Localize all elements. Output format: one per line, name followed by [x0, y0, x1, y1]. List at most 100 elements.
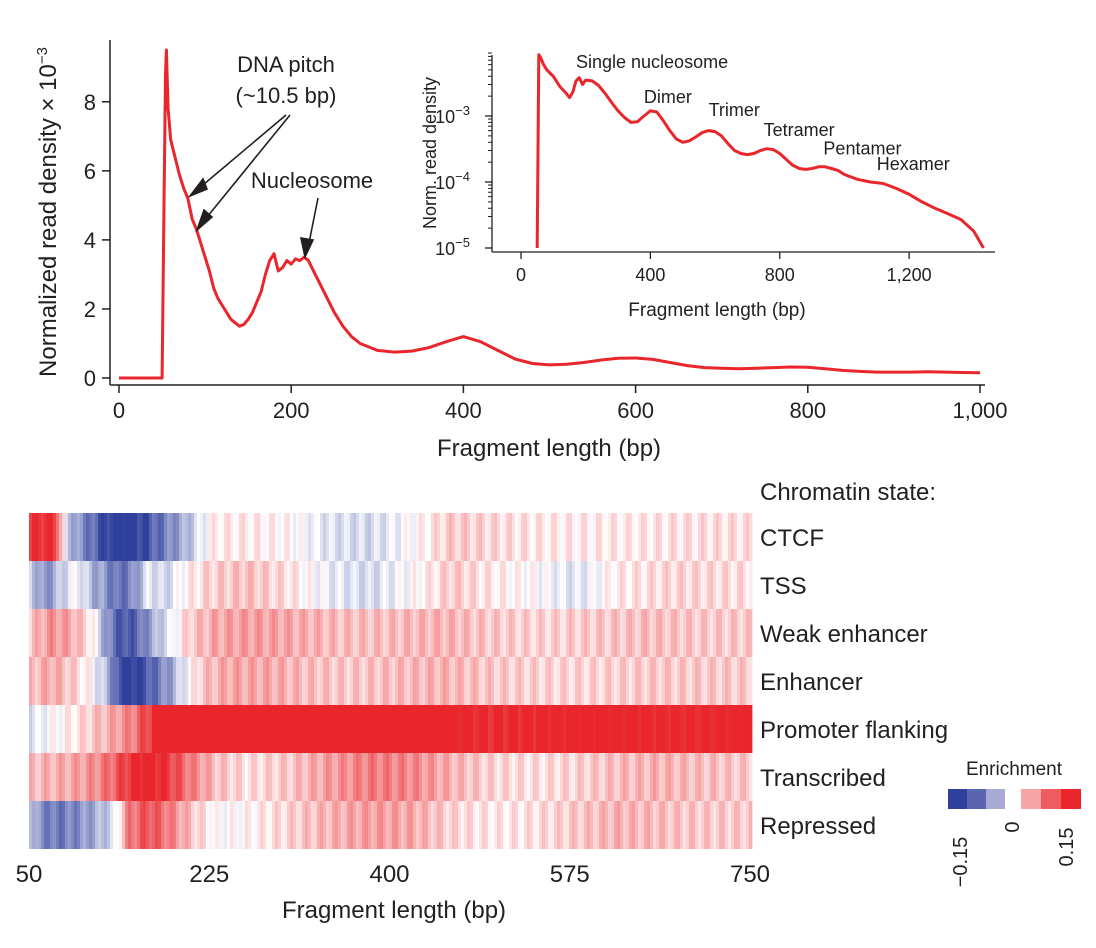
- heatmap-cell: [146, 561, 150, 609]
- heatmap-cell: [227, 801, 231, 849]
- heatmap-cell: [80, 801, 84, 849]
- heatmap-cell: [470, 609, 474, 657]
- heatmap-cell: [308, 561, 312, 609]
- heatmap-cell: [317, 609, 321, 657]
- heatmap-cell: [479, 513, 483, 561]
- heatmap-cell: [116, 561, 120, 609]
- heatmap-cell: [581, 609, 585, 657]
- heatmap-row-label: TSS: [760, 573, 807, 600]
- heatmap-cell: [542, 513, 546, 561]
- heatmap-cell: [242, 801, 246, 849]
- heatmap-cell: [110, 609, 114, 657]
- heatmap-cell: [122, 801, 126, 849]
- heatmap-cell: [278, 801, 282, 849]
- heatmap-cell: [332, 705, 336, 753]
- heatmap-cell: [719, 801, 723, 849]
- heatmap-cell: [302, 657, 306, 705]
- heatmap-cell: [509, 657, 513, 705]
- heatmap-cell: [170, 609, 174, 657]
- heatmap-cell: [566, 657, 570, 705]
- heatmap-cell: [110, 801, 114, 849]
- heatmap-cell: [713, 801, 717, 849]
- heatmap-cell: [494, 609, 498, 657]
- heatmap-cell: [353, 513, 357, 561]
- heatmap-cell: [494, 801, 498, 849]
- heatmap-cell: [746, 801, 750, 849]
- heatmap-cell: [341, 513, 345, 561]
- heatmap-cell: [95, 753, 99, 801]
- heatmap-cell: [305, 705, 309, 753]
- heatmap-cell: [674, 609, 678, 657]
- heatmap-cell: [377, 705, 381, 753]
- heatmap-cell: [146, 705, 150, 753]
- heatmap-cell: [44, 561, 48, 609]
- heatmap-cell: [746, 609, 750, 657]
- heatmap-cell: [290, 609, 294, 657]
- heatmap-cell: [635, 801, 639, 849]
- heatmap-cell: [71, 609, 75, 657]
- heatmap-cell: [305, 609, 309, 657]
- heatmap-cell: [245, 801, 249, 849]
- heatmap-cell: [350, 609, 354, 657]
- heatmap-cell: [290, 513, 294, 561]
- heatmap-cell: [419, 801, 423, 849]
- heatmap-cell: [464, 705, 468, 753]
- heatmap-cell: [365, 705, 369, 753]
- heatmap-cell: [71, 705, 75, 753]
- heatmap-cell: [485, 561, 489, 609]
- heatmap-cell: [152, 753, 156, 801]
- heatmap-cell: [551, 561, 555, 609]
- heatmap-cell: [320, 801, 324, 849]
- heatmap-cell: [611, 705, 615, 753]
- heatmap-cell: [689, 609, 693, 657]
- heatmap-cell: [266, 801, 270, 849]
- heatmap-cell: [452, 609, 456, 657]
- heatmap-cell: [350, 561, 354, 609]
- heatmap-cell: [278, 705, 282, 753]
- heatmap-cell: [122, 561, 126, 609]
- heatmap-cell: [680, 657, 684, 705]
- heatmap-cell: [413, 513, 417, 561]
- heatmap-cell: [110, 513, 114, 561]
- heatmap-cell: [410, 801, 414, 849]
- heatmap-cell: [104, 561, 108, 609]
- heatmap-cell: [440, 561, 444, 609]
- heatmap-cell: [416, 561, 420, 609]
- heatmap-cell: [575, 801, 579, 849]
- heatmap-cell: [182, 561, 186, 609]
- heatmap-cell: [305, 801, 309, 849]
- heatmap-cell: [410, 657, 414, 705]
- heatmap-cell: [356, 801, 360, 849]
- heatmap-cell: [266, 753, 270, 801]
- heatmap-cell: [623, 801, 627, 849]
- heatmap-cell: [128, 657, 132, 705]
- heatmap-cell: [710, 657, 714, 705]
- heatmap-cell: [491, 705, 495, 753]
- heatmap-cell: [74, 801, 78, 849]
- heatmap-cell: [80, 657, 84, 705]
- heatmap-cell: [728, 561, 732, 609]
- heatmap-cell: [413, 657, 417, 705]
- heatmap-cell: [740, 657, 744, 705]
- heatmap-cell: [629, 657, 633, 705]
- heatmap-cell: [668, 609, 672, 657]
- heatmap-cell: [83, 801, 87, 849]
- heatmap-cell: [746, 657, 750, 705]
- heatmap-cell: [506, 705, 510, 753]
- heatmap-cell: [365, 657, 369, 705]
- heatmap-cell: [185, 657, 189, 705]
- heatmap-cell: [125, 609, 129, 657]
- heatmap-cell: [458, 609, 462, 657]
- heatmap-cell: [419, 657, 423, 705]
- heatmap-cell: [35, 705, 39, 753]
- heatmap-cell: [284, 609, 288, 657]
- heatmap-cell: [575, 609, 579, 657]
- heatmap-cell: [377, 753, 381, 801]
- heatmap-cell: [446, 609, 450, 657]
- heatmap-cell: [101, 801, 105, 849]
- heatmap-cell: [458, 513, 462, 561]
- heatmap-cell: [731, 705, 735, 753]
- heatmap-cell: [323, 513, 327, 561]
- heatmap-cell: [629, 513, 633, 561]
- heatmap-cell: [359, 609, 363, 657]
